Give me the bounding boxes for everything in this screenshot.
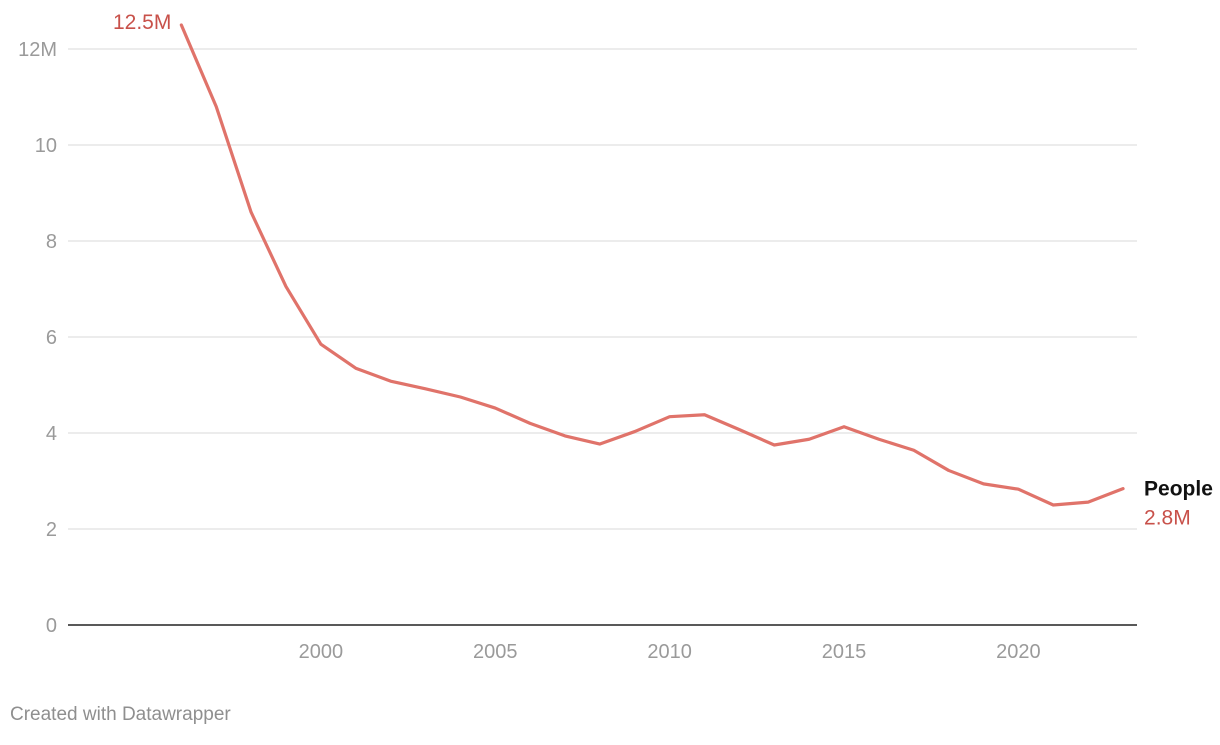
- credit-text: Created with Datawrapper: [10, 704, 231, 725]
- x-tick-label: 2005: [473, 641, 518, 663]
- y-tick-label: 4: [46, 423, 57, 445]
- y-tick-label: 6: [46, 327, 57, 349]
- y-tick-label: 10: [35, 135, 57, 157]
- x-tick-label: 2020: [996, 641, 1041, 663]
- x-tick-label: 2000: [299, 641, 344, 663]
- end-value-label: 2.8M: [1144, 507, 1191, 530]
- y-tick-label: 8: [46, 231, 57, 253]
- y-tick-label: 2: [46, 519, 57, 541]
- series-line-people: [179, 23, 1125, 507]
- x-axis-ticks: 2000 2005 2010 2015 2020: [299, 641, 1041, 663]
- x-tick-label: 2010: [647, 641, 692, 663]
- y-tick-label: 0: [46, 615, 57, 637]
- y-axis-ticks: 0 2 4 6 8 10 12M: [18, 39, 57, 637]
- series-name-label: People: [1144, 478, 1213, 501]
- start-value-label: 12.5M: [113, 11, 171, 34]
- gridlines: [68, 48, 1137, 530]
- x-tick-label: 2015: [822, 641, 867, 663]
- y-tick-label: 12M: [18, 39, 57, 61]
